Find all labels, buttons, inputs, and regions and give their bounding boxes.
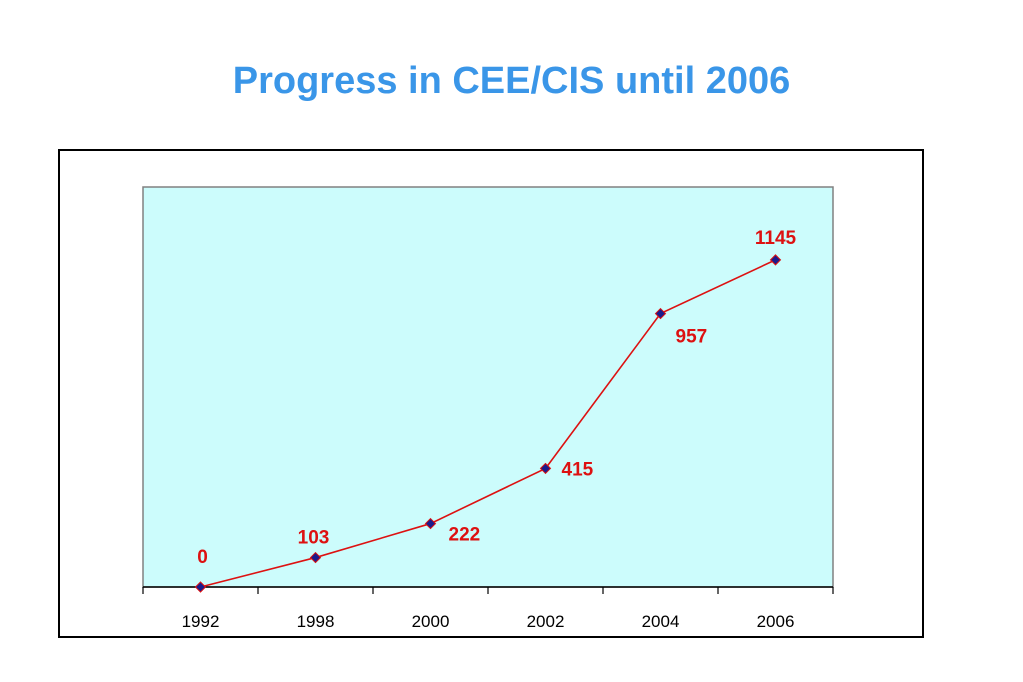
data-label: 0 (197, 547, 208, 568)
data-point-marker (654, 307, 667, 320)
x-tick-label: 2002 (527, 612, 565, 631)
data-point-marker (309, 551, 322, 564)
series-polyline (200, 259, 776, 588)
plot-area (142, 186, 834, 588)
data-point-marker (424, 517, 437, 530)
x-tick-label: 2000 (412, 612, 450, 631)
series-line (200, 259, 776, 588)
x-tick-label: 1992 (182, 612, 220, 631)
x-tick-label: 2006 (757, 612, 795, 631)
data-markers (194, 254, 782, 593)
data-label: 222 (449, 525, 481, 546)
data-labels: 0 103 222 415 957 1145 (197, 228, 796, 568)
data-point-marker (539, 462, 552, 475)
data-label: 103 (298, 528, 330, 549)
data-label: 1145 (755, 228, 797, 249)
data-point-marker (769, 254, 782, 266)
chart-title: Progress in CEE/CIS until 2006 (232, 60, 791, 102)
data-point-marker (194, 581, 207, 593)
x-tick-label: 2004 (642, 612, 680, 631)
data-label: 415 (562, 459, 594, 480)
data-label: 957 (676, 327, 708, 348)
x-tick-label: 1998 (297, 612, 335, 631)
x-axis: 1992 1998 2000 2002 2004 2006 (142, 586, 834, 631)
